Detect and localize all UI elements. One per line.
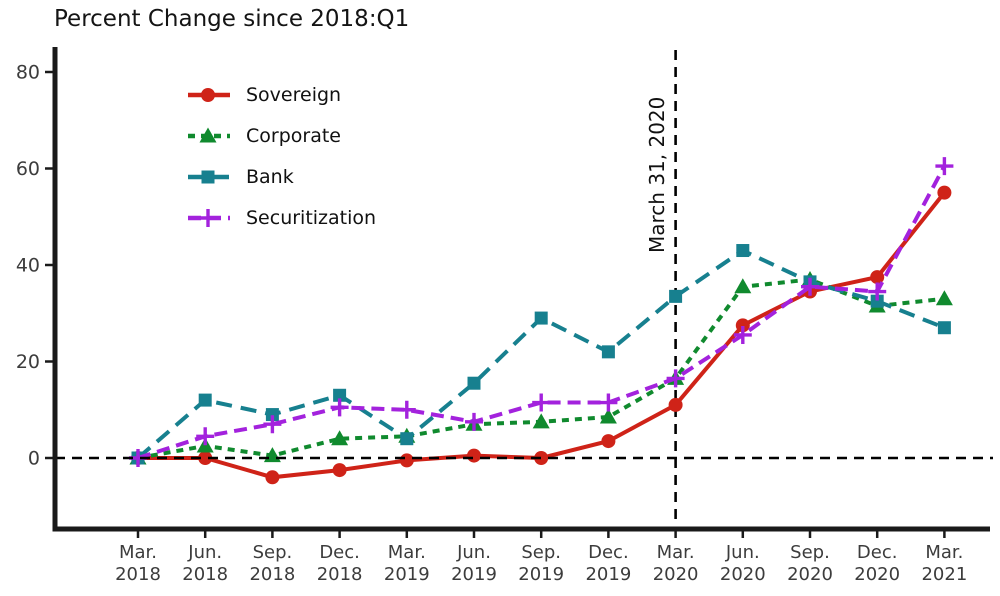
legend-label-bank: Bank	[246, 165, 294, 188]
x-tick-label-month: Jun.	[187, 542, 222, 563]
circle-marker-icon	[601, 434, 616, 449]
x-tick-label-year: 2018	[249, 564, 295, 585]
x-tick-label-year: 2019	[585, 564, 631, 585]
plus-marker-icon	[801, 277, 819, 296]
plus-marker-icon	[330, 398, 349, 417]
circle-marker-icon	[534, 451, 549, 465]
y-tick-label: 40	[16, 255, 40, 277]
series-securitization	[129, 157, 954, 467]
square-marker-icon	[669, 289, 683, 303]
x-tick-label-year: 2019	[518, 564, 564, 585]
y-tick-label: 0	[28, 448, 40, 470]
triangle-marker-icon	[199, 127, 217, 142]
plus-marker-icon	[733, 325, 752, 344]
legend: Sovereign Corporate Bank Securitization	[186, 74, 376, 238]
x-tick-label-month: Dec.	[319, 542, 360, 563]
plus-marker-icon	[397, 400, 416, 419]
circle-marker-icon	[870, 270, 885, 285]
x-tick-label-year: 2018	[115, 564, 161, 585]
plus-marker-icon	[868, 282, 887, 301]
x-tick-label-year: 2019	[451, 564, 497, 585]
circle-marker-icon	[937, 185, 952, 200]
x-tick-label-year: 2020	[653, 564, 699, 585]
triangle-marker-icon	[734, 278, 752, 294]
x-tick-label-month: Mar.	[925, 542, 963, 563]
square-marker-icon	[333, 388, 347, 402]
x-tick-label-year: 2021	[921, 564, 967, 585]
square-marker-icon	[937, 321, 951, 335]
x-tick-label-month: Mar.	[119, 542, 157, 563]
plus-marker-icon	[465, 412, 483, 431]
circle-marker-icon	[198, 451, 213, 465]
circle-marker-icon	[332, 463, 347, 478]
x-tick-label-year: 2020	[720, 564, 766, 585]
triangle-marker-icon	[532, 413, 550, 429]
x-tick-label-year: 2018	[182, 564, 228, 585]
y-tick-label: 80	[16, 62, 40, 84]
plus-marker-icon	[599, 393, 618, 412]
x-tick-label-month: Sep.	[521, 542, 561, 563]
y-tick-label: 20	[16, 351, 40, 373]
legend-label-securitization: Securitization	[246, 206, 377, 229]
legend-item-sovereign: Sovereign	[186, 74, 376, 115]
event-date-label: March 31, 2020	[645, 97, 669, 253]
y-tick-label: 60	[16, 158, 40, 180]
x-tick-label-month: Sep.	[790, 542, 830, 563]
x-tick-label-year: 2020	[854, 564, 900, 585]
square-marker-icon	[534, 311, 548, 325]
plus-marker-icon	[935, 157, 954, 176]
square-marker-icon	[265, 408, 279, 422]
series-line	[137, 277, 945, 460]
securitization-line-marker-icon	[188, 208, 230, 227]
square-marker-icon	[201, 170, 215, 183]
bank-line-marker-icon	[188, 170, 230, 183]
legend-item-bank: Bank	[186, 156, 376, 197]
triangle-marker-icon	[331, 430, 349, 446]
plus-marker-icon	[532, 393, 551, 412]
x-tick-label-month: Jun.	[456, 542, 491, 563]
series-corporate	[129, 270, 953, 465]
legend-label-corporate: Corporate	[246, 124, 341, 147]
chart-title: Percent Change since 2018:Q1	[54, 6, 410, 32]
circle-marker-icon	[265, 470, 280, 485]
x-tick-label-month: Mar.	[388, 542, 426, 563]
plus-marker-icon	[666, 369, 685, 388]
square-marker-icon	[198, 393, 212, 407]
circle-marker-icon	[668, 397, 683, 412]
square-marker-icon	[736, 244, 750, 258]
x-tick-label-year: 2018	[317, 564, 363, 585]
sovereign-line-marker-icon	[188, 87, 230, 102]
square-marker-icon	[601, 345, 615, 359]
legend-label-sovereign: Sovereign	[246, 83, 342, 106]
plus-marker-icon	[196, 427, 215, 446]
circle-marker-icon	[399, 453, 414, 468]
x-tick-label-month: Sep.	[253, 542, 293, 563]
x-tick-label-month: Mar.	[657, 542, 695, 563]
triangle-marker-icon	[935, 290, 953, 306]
square-marker-icon	[870, 294, 884, 308]
circle-marker-icon	[201, 87, 215, 102]
legend-item-securitization: Securitization	[186, 197, 376, 238]
circle-marker-icon	[467, 448, 481, 463]
square-marker-icon	[467, 376, 481, 390]
x-tick-label-month: Dec.	[857, 542, 898, 563]
triangle-marker-icon	[599, 408, 617, 424]
x-tick-label-month: Jun.	[725, 542, 760, 563]
x-tick-label-year: 2020	[787, 564, 833, 585]
corporate-line-marker-icon	[188, 127, 230, 142]
legend-item-corporate: Corporate	[186, 115, 376, 156]
x-tick-label-month: Dec.	[588, 542, 629, 563]
square-marker-icon	[400, 432, 414, 446]
x-tick-label-year: 2019	[384, 564, 430, 585]
series-bank	[131, 244, 951, 465]
plus-marker-icon	[263, 415, 282, 434]
circle-marker-icon	[735, 318, 750, 333]
plus-marker-icon	[199, 208, 217, 227]
